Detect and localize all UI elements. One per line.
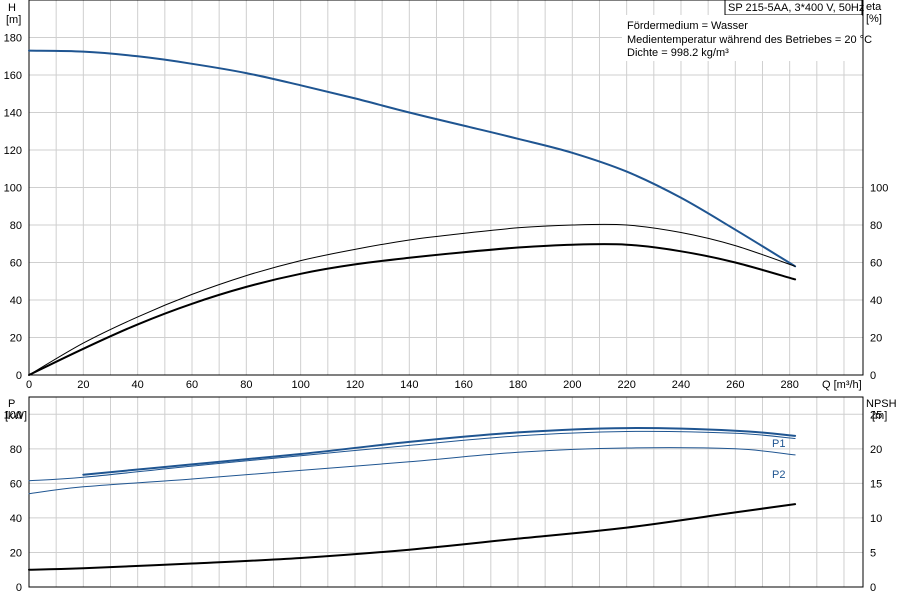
top-left-tick-label: 20 [10, 333, 22, 345]
top-left-tick-label: 120 [4, 145, 22, 157]
x-tick-label: 220 [617, 379, 635, 391]
top-left-tick-label: 60 [10, 258, 22, 270]
bottom-left-tick-label: 20 [10, 547, 22, 559]
chart-series [28, 49, 797, 571]
x-tick-label: 200 [563, 379, 581, 391]
x-tick-label: 280 [780, 379, 798, 391]
bottom-left-axis-unit: [kW] [5, 410, 27, 422]
series-line-p2 [28, 430, 796, 482]
x-tick-label: 120 [346, 379, 364, 391]
top-right-tick-label: 60 [870, 258, 882, 270]
top-right-tick-label: 20 [870, 333, 882, 345]
bottom-right-tick-label: 20 [870, 444, 882, 456]
x-tick-label: 60 [186, 379, 198, 391]
bottom-plot-frame [28, 396, 864, 588]
series-line-eta-thin [28, 223, 796, 376]
temperature-info-line: Medientemperatur während des Betriebes =… [627, 34, 872, 46]
p2-series-label: P2 [772, 469, 785, 481]
medium-info-line: Fördermedium = Wasser [627, 20, 748, 32]
top-left-tick-label: 160 [4, 70, 22, 82]
x-tick-label: 260 [726, 379, 744, 391]
top-right-axis-unit: [%] [866, 13, 882, 25]
bottom-left-axis-label: P [8, 398, 15, 410]
x-tick-label: 40 [132, 379, 144, 391]
bottom-left-tick-label: 0 [16, 582, 22, 594]
x-tick-label: 80 [240, 379, 252, 391]
x-tick-label: 240 [672, 379, 690, 391]
top-left-tick-label: 100 [4, 183, 22, 195]
pump-label: SP 215-5AA, 3*400 V, 50Hz [728, 2, 864, 14]
top-left-tick-label: 180 [4, 33, 22, 45]
top-right-axis-label: eta [866, 1, 882, 13]
x-tick-label: 100 [291, 379, 309, 391]
series-line-p2-lower [28, 447, 796, 495]
series-line-eta-thick [28, 243, 797, 376]
bottom-right-tick-label: 5 [870, 547, 876, 559]
bottom-right-tick-label: 25 [870, 409, 882, 421]
bottom-right-tick-label: 10 [870, 513, 882, 525]
x-axis-label: Q [m³/h] [822, 379, 862, 391]
bottom-right-axis-unit: [m] [872, 410, 887, 422]
top-left-axis-unit: [m] [6, 14, 21, 26]
top-right-tick-label: 40 [870, 295, 882, 307]
top-right-tick-label: 0 [870, 370, 876, 382]
bottom-left-tick-label: 80 [10, 444, 22, 456]
top-left-tick-label: 40 [10, 295, 22, 307]
top-right-tick-label: 80 [870, 220, 882, 232]
bottom-grid [29, 397, 863, 587]
bottom-right-axis-label: NPSH [866, 398, 897, 410]
x-tick-label: 140 [400, 379, 418, 391]
x-tick-label: 180 [509, 379, 527, 391]
x-tick-label: 0 [26, 379, 32, 391]
top-right-tick-label: 100 [870, 183, 888, 195]
bottom-right-tick-label: 0 [870, 582, 876, 594]
top-left-tick-label: 80 [10, 220, 22, 232]
top-plot-frame [28, 0, 864, 376]
medium-info-box [622, 15, 862, 61]
bottom-left-tick-label: 60 [10, 478, 22, 490]
series-line-p1 [82, 427, 797, 476]
p1-series-label: P1 [772, 438, 785, 450]
bottom-left-tick-label: 40 [10, 513, 22, 525]
top-left-tick-label: 0 [16, 370, 22, 382]
bottom-right-tick-label: 15 [870, 478, 882, 490]
x-tick-label: 160 [454, 379, 472, 391]
top-left-axis-label: H [8, 2, 16, 14]
top-left-tick-label: 140 [4, 108, 22, 120]
series-line-h [28, 49, 797, 268]
density-info-line: Dichte = 998.2 kg/m³ [627, 47, 729, 59]
bottom-left-tick-label: 100 [4, 409, 22, 421]
series-line-npsh [28, 503, 797, 571]
x-tick-label: 20 [77, 379, 89, 391]
